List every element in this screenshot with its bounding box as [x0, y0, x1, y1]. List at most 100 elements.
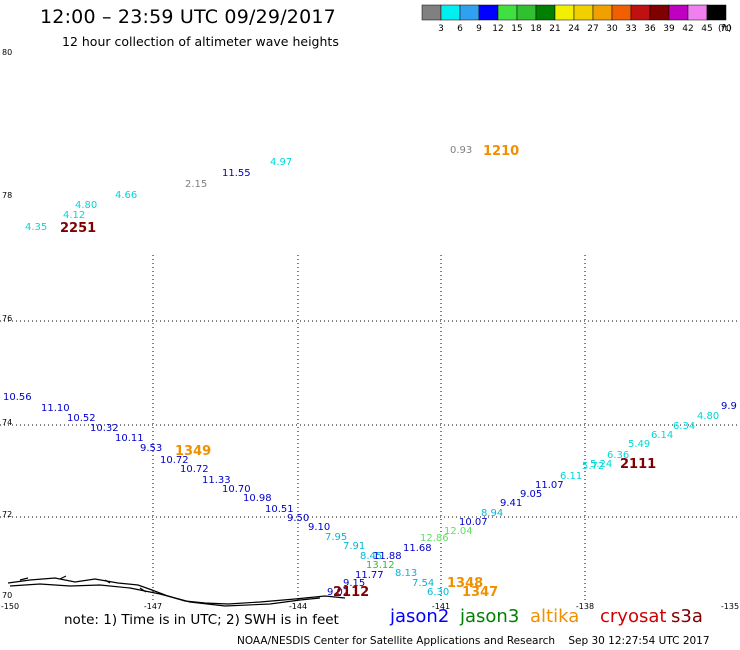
pass-time-label: 1210	[483, 144, 519, 159]
wave-height-label: 9.15	[343, 578, 365, 589]
legend-swatch	[668, 4, 689, 21]
wave-height-label: 9.02	[327, 587, 349, 598]
wave-height-label: 6.30	[427, 587, 449, 598]
lat-lon-grid: 80 78 76 74 72 70 -150 -147 -144 -141 -138 -135	[0, 48, 740, 611]
wave-height-label: 9.53	[140, 443, 162, 454]
lat-tick-label: 78	[2, 191, 12, 200]
legend-label: 6	[457, 24, 463, 34]
satellite-jason2: jason2	[390, 606, 450, 627]
satellite-altika: altika	[530, 606, 580, 627]
satellite-cryosat: cryosat	[600, 606, 667, 627]
wave-height-label: 10.98	[243, 493, 272, 504]
page-title: 12:00 – 23:59 UTC 09/29/2017	[40, 6, 336, 28]
legend-swatch	[554, 4, 575, 21]
legend-swatch	[440, 4, 461, 21]
legend-swatch	[516, 4, 537, 21]
wave-height-label: 0.93	[450, 145, 472, 156]
legend-swatch	[630, 4, 651, 21]
lon-tick-label: -147	[144, 602, 162, 611]
wave-height-label: 8.94	[481, 508, 503, 519]
lon-tick-label: -141	[432, 602, 450, 611]
wave-height-label: 8.13	[395, 568, 417, 579]
wave-height-label: 12.04	[444, 526, 473, 537]
lon-tick-label: -144	[289, 602, 307, 611]
legend-unit: (ft)	[718, 24, 732, 34]
legend-swatch	[535, 4, 556, 21]
wave-height-label: 5.49	[628, 439, 650, 450]
coastline	[7, 575, 346, 607]
wave-height-label: 10.72	[180, 464, 209, 475]
page-subtitle: 12 hour collection of altimeter wave hei…	[62, 34, 339, 49]
wave-height-label: 10.11	[115, 433, 144, 444]
wave-height-label: 10.32	[90, 423, 119, 434]
pass-time-label: 1348	[447, 576, 483, 591]
wave-height-label: 2.15	[185, 179, 207, 190]
lon-tick-label: -135	[721, 602, 739, 611]
wave-height-label: 9.9	[721, 401, 737, 412]
wave-height-label: 12.86	[420, 533, 449, 544]
wave-height-label: 11.07	[535, 480, 564, 491]
wave-height-label: 4.97	[270, 157, 292, 168]
legend-label: 33	[625, 24, 636, 34]
legend-label: 70	[720, 24, 732, 34]
wave-height-label: 10.72	[160, 455, 189, 466]
satellite-jason3: jason3	[460, 606, 520, 627]
wave-height-label: 4.12	[63, 210, 85, 221]
wave-height-label: 4.80	[75, 200, 97, 211]
legend-label: 45	[701, 24, 712, 34]
legend-swatch	[649, 4, 670, 21]
legend-swatch	[611, 4, 632, 21]
wave-height-label: 9.10	[308, 522, 330, 533]
wave-height-label: 10.52	[67, 413, 96, 424]
wave-height-label: 6.14	[651, 430, 673, 441]
wave-height-label: 6.36	[607, 450, 629, 461]
pass-time-label: 1349	[175, 444, 211, 459]
wave-height-label: 7.95	[325, 532, 347, 543]
wave-height-label: 13.12	[366, 560, 395, 571]
wave-height-label: 10.56	[3, 392, 32, 403]
legend-label: 9	[476, 24, 482, 34]
legend-label: 3	[438, 24, 444, 34]
wave-height-label: 9.50	[287, 513, 309, 524]
wave-height-label: 7.54	[412, 578, 434, 589]
wave-height-label: 10.07	[459, 517, 488, 528]
legend-label: 27	[587, 24, 598, 34]
wave-height-label: 6.34	[673, 421, 695, 432]
legend-label: 39	[663, 24, 675, 34]
satellite-s3a: s3a	[671, 606, 703, 627]
legend-swatch	[573, 4, 594, 21]
wave-height-label: 10.51	[265, 504, 294, 515]
wave-height-label: 4.35	[25, 222, 47, 233]
wave-height-label: 7.91	[343, 541, 365, 552]
legend-label: 18	[530, 24, 542, 34]
pass-time-label: 2112	[333, 585, 369, 600]
wave-height-label: 11.10	[41, 403, 70, 414]
wave-height-label: 8.45	[360, 551, 382, 562]
lat-tick-label: 80	[2, 48, 12, 57]
legend-swatch	[706, 4, 727, 21]
color-legend: 3 6 9 12 15 18 21 24 27 30 33 36 39 42 45 70(ft)	[421, 4, 732, 34]
legend-swatch	[478, 4, 499, 21]
legend-swatch	[459, 4, 480, 21]
legend-label: 24	[568, 24, 580, 34]
legend-swatch	[421, 4, 442, 21]
lat-tick-label: 70	[2, 591, 12, 600]
wave-height-label: 11.55	[222, 168, 251, 179]
footer-credit: NOAA/NESDIS Center for Satellite Applica…	[237, 635, 710, 647]
legend-label: 12	[492, 24, 503, 34]
legend-label: 21	[549, 24, 560, 34]
wave-height-label: 11.68	[403, 543, 432, 554]
lon-tick-label: -138	[576, 602, 594, 611]
wave-height-label: 5.72	[582, 461, 604, 472]
wave-height-label: 9.05	[520, 489, 542, 500]
wave-height-label: 5.24	[590, 459, 612, 470]
legend-label: 42	[682, 24, 693, 34]
wave-height-label: 4.66	[115, 190, 137, 201]
wave-height-label: 9.41	[500, 498, 522, 509]
wave-height-label: 11.33	[202, 475, 231, 486]
legend-swatch	[592, 4, 613, 21]
lon-tick-label: -150	[1, 602, 19, 611]
legend-swatch	[497, 4, 518, 21]
wave-height-label: 6.11	[560, 471, 582, 482]
